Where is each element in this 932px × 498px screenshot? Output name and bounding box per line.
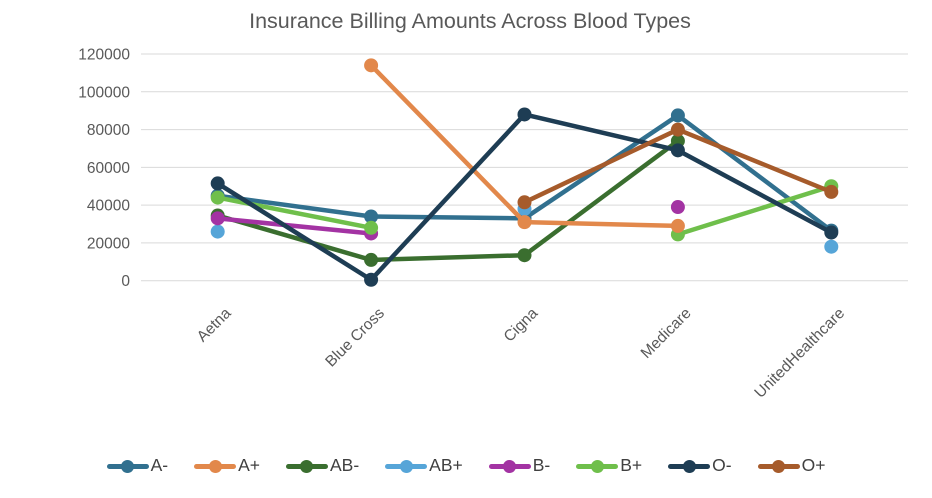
x-tick-label: Blue Cross (322, 305, 388, 371)
legend-label: A+ (238, 455, 260, 476)
legend-item-O+: O+ (757, 455, 826, 476)
data-point-A+-Cigna (517, 215, 532, 230)
x-tick-label: Cigna (501, 305, 542, 346)
data-point-A--Blue Cross (364, 209, 379, 224)
legend-item-B-: B- (488, 455, 551, 476)
data-point-A--Medicare (670, 108, 685, 123)
data-point-O+-Medicare (670, 122, 685, 137)
legend-label: A- (150, 455, 169, 476)
series-line-B+ (215, 195, 374, 231)
data-point-O--Aetna (210, 176, 225, 191)
y-tick-label: 40000 (87, 198, 130, 215)
series-line-AB- (368, 252, 527, 263)
y-tick-label: 100000 (78, 84, 130, 101)
series-line-B+ (675, 183, 834, 237)
series-line-A- (368, 214, 527, 221)
data-point-A+-Blue Cross (364, 58, 379, 73)
x-tick-label: UnitedHealthcare (751, 305, 848, 402)
series-line-O- (675, 148, 834, 235)
x-axis-category-labels: Aetna Blue Cross Cigna Medicare UnitedHealth… (194, 305, 848, 402)
legend-item-O-: O- (668, 455, 732, 476)
legend-marker-icon (385, 459, 428, 473)
y-tick-label: 120000 (78, 47, 130, 64)
series-line-A+ (368, 63, 527, 225)
legend-label: B- (532, 455, 551, 476)
series-line-O+ (522, 127, 681, 205)
y-tick-label: 60000 (87, 160, 130, 177)
chart-legend: A- A+ AB- AB+ B- B+ O- O+ (0, 444, 932, 488)
legend-item-AB+: AB+ (385, 457, 463, 475)
data-point-O--Medicare (670, 143, 685, 158)
series-line-AB- (522, 138, 681, 258)
data-point-O+-Cigna (517, 195, 532, 210)
legend-label: O+ (801, 455, 826, 476)
data-point-B+-Blue Cross (364, 220, 379, 235)
data-point-O--Blue Cross (364, 272, 379, 287)
gridlines (141, 53, 908, 282)
data-point-AB+-Aetna (210, 224, 225, 239)
legend-marker-icon (668, 459, 711, 473)
legend-label: AB- (329, 455, 360, 476)
y-axis-tick-labels: 0 20000 40000 60000 80000 100000 120000 (78, 47, 130, 291)
legend-marker-icon (757, 459, 800, 473)
legend-marker-icon (576, 459, 619, 473)
series-A+ (364, 58, 685, 233)
y-tick-label: 80000 (87, 122, 130, 139)
chart-title: Insurance Billing Amounts Across Blood T… (249, 9, 691, 33)
series-line-B- (215, 216, 374, 236)
legend-item-AB-: AB- (285, 455, 360, 476)
data-point-AB--Cigna (517, 248, 532, 263)
series-line-O+ (675, 127, 834, 195)
legend-item-A+: A+ (194, 457, 260, 475)
data-point-B--Medicare (670, 200, 685, 215)
legend-label: O- (712, 455, 732, 476)
plot-area: 0 20000 40000 60000 80000 100000 120000 Aetna B… (78, 9, 908, 402)
x-tick-label: Aetna (194, 305, 235, 346)
data-point-AB+-UnitedHealthcare (824, 239, 839, 254)
legend-marker-icon (106, 459, 149, 473)
series-line-O- (522, 112, 681, 153)
series-line-O- (215, 181, 374, 283)
legend-marker-icon (488, 459, 531, 473)
legend-label: AB+ (429, 455, 463, 476)
series-layer (210, 58, 839, 287)
series-O- (210, 107, 839, 287)
data-point-O+-UnitedHealthcare (824, 184, 839, 199)
y-tick-label: 0 (121, 273, 130, 290)
data-point-A+-Medicare (670, 218, 685, 233)
y-tick-label: 20000 (87, 235, 130, 252)
series-O+ (517, 122, 839, 210)
legend-label: B+ (620, 455, 643, 476)
data-point-O--Cigna (517, 107, 532, 122)
legend-item-B+: B+ (576, 457, 642, 475)
legend-marker-icon (194, 459, 237, 473)
data-point-B+-Aetna (210, 190, 225, 205)
x-tick-label: Medicare (638, 305, 695, 362)
series-line-A+ (522, 219, 681, 229)
data-point-B--Aetna (210, 211, 225, 226)
series-line-A- (675, 113, 834, 233)
series-line-O- (368, 112, 527, 283)
data-point-AB--Blue Cross (364, 252, 379, 267)
legend-item-A-: A- (106, 455, 169, 476)
data-point-O--UnitedHealthcare (824, 225, 839, 240)
legend-marker-icon (285, 459, 328, 473)
